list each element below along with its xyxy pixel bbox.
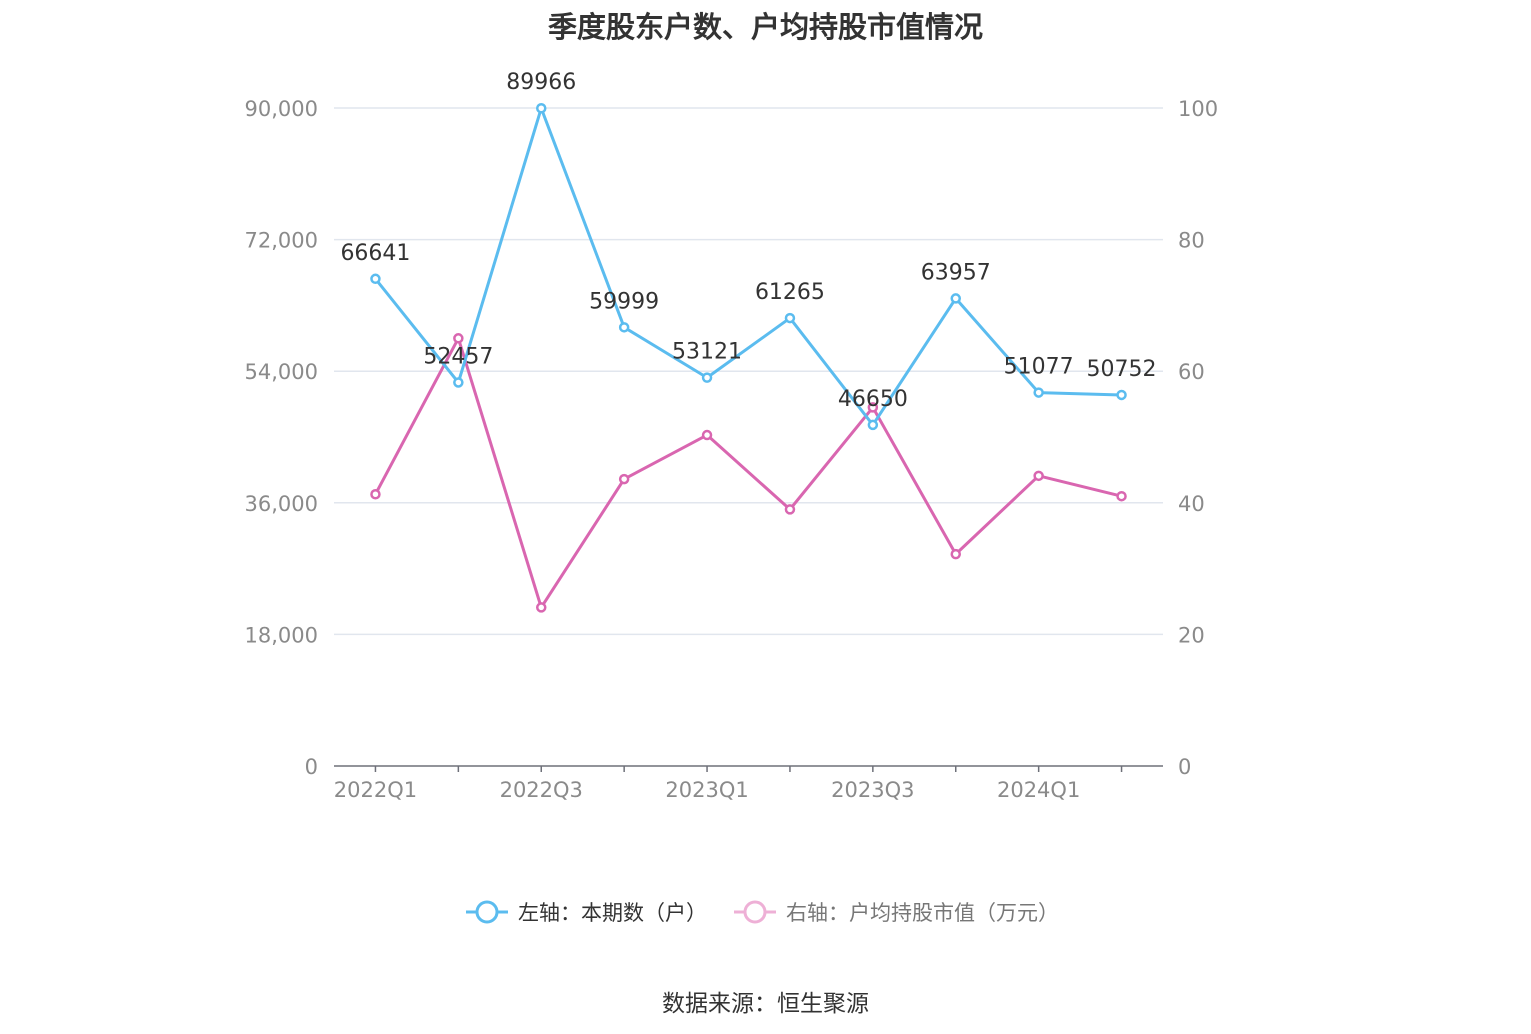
right-tick-label: 60 (1178, 360, 1205, 384)
data-point-left (536, 102, 547, 114)
right-tick-label: 0 (1178, 755, 1191, 779)
left-tick-label: 54,000 (245, 360, 318, 384)
data-label: 59999 (589, 289, 659, 314)
data-point-right (1116, 490, 1127, 502)
grid (334, 107, 1163, 636)
data-point-left (701, 372, 713, 383)
x-tick-label: 2023Q1 (665, 778, 748, 802)
data-label: 61265 (755, 280, 825, 305)
right-tick-label: 40 (1178, 492, 1205, 516)
left-tick-label: 18,000 (245, 623, 318, 647)
left-tick-label: 90,000 (245, 97, 318, 121)
data-point-right (784, 504, 796, 515)
right-tick-label: 20 (1178, 623, 1205, 647)
x-tick-label: 2023Q3 (831, 778, 914, 802)
data-point-left (1033, 387, 1044, 398)
data-point-right (453, 333, 464, 344)
data-label: 53121 (672, 340, 742, 365)
source-note: 数据来源：恒生聚源 (662, 991, 869, 1017)
data-point-right (536, 602, 547, 613)
axes: 0 18,000 36,000 54,000 72,000 90,000 0 20 40 60 80… (245, 97, 1219, 802)
data-point-left (618, 322, 630, 333)
data-point-right (1033, 470, 1044, 482)
data-point-left (370, 273, 381, 285)
legend-marker (743, 900, 767, 924)
data-point-left (784, 312, 796, 324)
chart-title: 季度股东户数、户均持股市值情况 (547, 10, 983, 44)
left-tick-label: 0 (305, 755, 318, 779)
right-tick-label: 80 (1178, 229, 1205, 253)
data-point-right (618, 473, 630, 485)
legend-item-right[interactable]: 右轴：户均持股市值（万元） (734, 900, 1059, 925)
left-tick-label: 36,000 (245, 492, 318, 516)
data-point-right (370, 488, 381, 500)
x-tick-label: 2022Q3 (500, 778, 583, 802)
data-label: 52457 (423, 344, 493, 369)
series-line-right (374, 336, 1122, 609)
data-label: 46650 (838, 387, 908, 412)
data-point-right (950, 548, 961, 560)
data-label: 51077 (1004, 355, 1074, 380)
legend-label: 左轴：本期数（户） (518, 901, 707, 925)
x-tick-label: 2024Q1 (997, 778, 1080, 802)
x-tick-label: 2022Q1 (334, 778, 417, 802)
series-lines (370, 102, 1127, 613)
data-point-right (701, 429, 713, 441)
data-label: 66641 (340, 241, 410, 266)
chart-svg: 0 18,000 36,000 54,000 72,000 90,000 0 20 40 60 80… (245, 70, 1219, 925)
data-label: 63957 (921, 260, 991, 285)
data-label: 89966 (506, 70, 576, 95)
series-line-left (374, 106, 1122, 427)
data-point-left (950, 293, 961, 304)
legend-marker (475, 900, 499, 924)
right-tick-label: 100 (1178, 97, 1218, 121)
data-point-left (867, 419, 879, 431)
legend-item-left[interactable]: 左轴：本期数（户） (466, 900, 707, 925)
legend[interactable]: 左轴：本期数（户） 右轴：户均持股市值（万元） (466, 900, 1059, 925)
left-tick-label: 72,000 (245, 229, 318, 253)
data-point-left (1116, 389, 1127, 401)
data-labels: 66641 52457 89966 59999 53121 61265 46650 63957… (340, 70, 1156, 412)
data-label: 50752 (1087, 357, 1157, 382)
legend-label: 右轴：户均持股市值（万元） (786, 901, 1059, 925)
data-point-left (453, 377, 464, 388)
data-point-right (867, 402, 879, 413)
